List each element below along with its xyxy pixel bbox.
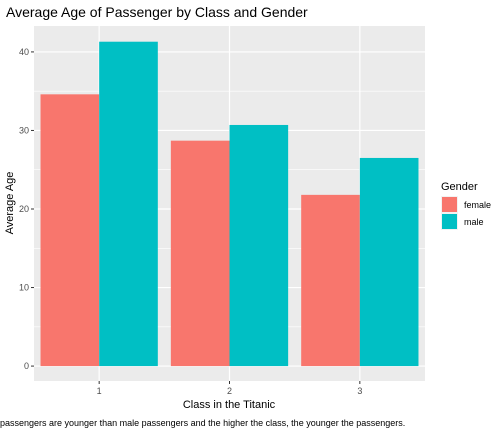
bar-female-class-2 xyxy=(170,140,230,367)
bar-male-class-2 xyxy=(229,124,289,367)
y-tick-label: 40 xyxy=(19,47,29,57)
bar-female-class-1 xyxy=(40,94,100,367)
y-tick-label: 10 xyxy=(19,283,29,293)
legend-swatch-female xyxy=(442,197,457,212)
y-axis: 0 10 20 30 40 xyxy=(19,47,34,371)
y-tick-label: 30 xyxy=(19,125,29,135)
bar-male-class-1 xyxy=(99,41,158,367)
y-axis-label: Average Age xyxy=(4,172,16,235)
chart-caption: passengers are younger than male passeng… xyxy=(0,418,405,428)
legend-label-female: female xyxy=(464,200,491,210)
bars xyxy=(40,41,419,367)
x-tick-label: 2 xyxy=(227,386,232,396)
x-tick-label: 1 xyxy=(97,386,102,396)
legend-items: female male xyxy=(441,196,491,230)
legend-title: Gender xyxy=(441,181,478,193)
x-axis-label: Class in the Titanic xyxy=(183,399,276,411)
x-tick-label: 3 xyxy=(357,386,362,396)
bar-female-class-3 xyxy=(301,194,360,367)
bar-male-class-3 xyxy=(359,157,419,367)
legend: Gender female male xyxy=(441,181,491,230)
x-axis: 1 2 3 xyxy=(97,381,362,396)
y-tick-label: 20 xyxy=(19,204,29,214)
legend-swatch-male xyxy=(442,214,457,229)
chart-title: Average Age of Passenger by Class and Ge… xyxy=(6,4,308,20)
y-tick-label: 0 xyxy=(24,361,29,371)
legend-label-male: male xyxy=(464,217,484,227)
